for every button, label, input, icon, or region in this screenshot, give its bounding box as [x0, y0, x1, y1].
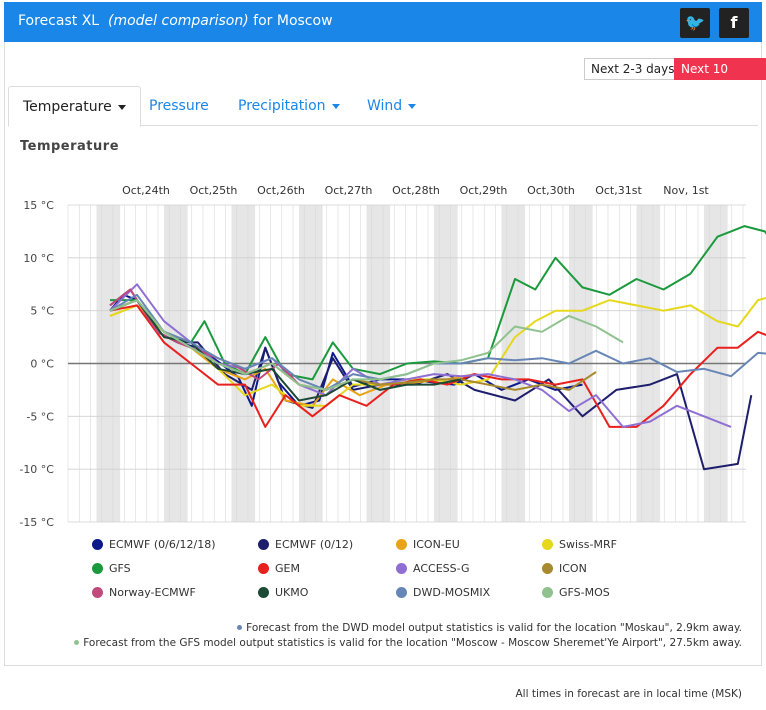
- note-dot-icon: [74, 640, 80, 645]
- y-tick-label: -5 °C: [26, 410, 54, 423]
- legend-item[interactable]: GFS-MOS: [542, 586, 610, 599]
- header-bar: Forecast XL (model comparison) for Mosco…: [4, 2, 762, 42]
- next-2-3-days-button[interactable]: Next 2-3 days: [584, 58, 682, 80]
- timezone-footer: All times in forecast are in local time …: [515, 688, 743, 700]
- legend-label: ECMWF (0/6/12/18): [109, 538, 216, 551]
- legend-label: Norway-ECMWF: [109, 586, 196, 599]
- y-tick-label: -10 °C: [19, 463, 54, 476]
- x-day-label: Oct,26th: [257, 184, 305, 197]
- tab-temperature[interactable]: Temperature: [8, 86, 141, 127]
- y-tick-label: 0 °C: [30, 358, 54, 371]
- legend-item[interactable]: ICON-EU: [396, 538, 460, 551]
- legend-dot-icon: [258, 587, 269, 598]
- legend-label: ACCESS-G: [413, 562, 470, 575]
- legend-dot-icon: [92, 563, 103, 574]
- series-line: [109, 299, 624, 391]
- legend-label: GEM: [275, 562, 300, 575]
- legend-dot-icon: [396, 539, 407, 550]
- legend-item[interactable]: DWD-MOSMIX: [396, 586, 490, 599]
- y-tick-label: 15 °C: [23, 199, 54, 212]
- legend-item[interactable]: UKMO: [258, 586, 308, 599]
- tab-pressure[interactable]: Pressure: [149, 98, 209, 114]
- legend-label: ICON: [559, 562, 587, 575]
- tab-precipitation[interactable]: Precipitation: [238, 86, 340, 126]
- x-day-label: Oct,25th: [190, 184, 238, 197]
- legend-label: GFS: [109, 562, 131, 575]
- legend-dot-icon: [542, 563, 553, 574]
- section-title: Temperature: [20, 139, 120, 154]
- tab-wind[interactable]: Wind: [367, 86, 417, 126]
- legend-label: UKMO: [275, 586, 309, 599]
- chevron-down-icon: [331, 103, 340, 109]
- legend-item[interactable]: ACCESS-G: [396, 562, 470, 575]
- legend-item[interactable]: ECMWF (0/12): [258, 538, 353, 551]
- legend-label: DWD-MOSMIX: [413, 586, 491, 599]
- legend-item[interactable]: ECMWF (0/6/12/18): [92, 538, 216, 551]
- legend-dot-icon: [542, 539, 553, 550]
- legend-label: ECMWF (0/12): [275, 538, 354, 551]
- y-tick-label: 5 °C: [30, 305, 54, 318]
- series-line: [109, 304, 766, 428]
- legend-label: Swiss-MRF: [559, 538, 617, 551]
- legend-item[interactable]: Norway-ECMWF: [92, 586, 196, 599]
- legend-dot-icon: [396, 563, 407, 574]
- legend-item[interactable]: ICON: [542, 562, 587, 575]
- x-day-label: Oct,31st: [595, 184, 642, 197]
- x-day-label: Nov, 1st: [663, 184, 709, 197]
- x-day-label: Oct,30th: [527, 184, 575, 197]
- legend-dot-icon: [542, 587, 553, 598]
- legend-item[interactable]: GEM: [258, 562, 300, 575]
- series-line: [109, 293, 766, 391]
- y-tick-label: -15 °C: [19, 516, 54, 529]
- legend-dot-icon: [258, 563, 269, 574]
- x-day-label: Oct,28th: [392, 184, 440, 197]
- x-day-label: Oct,24th: [122, 184, 170, 197]
- legend-dot-icon: [92, 539, 103, 550]
- legend-item[interactable]: Swiss-MRF: [542, 538, 617, 551]
- y-tick-label: 10 °C: [23, 252, 54, 265]
- note-dot-icon: [237, 625, 243, 630]
- legend-dot-icon: [396, 587, 407, 598]
- x-day-label: Oct,27th: [325, 184, 373, 197]
- dwd-note: Forecast from the DWD model output stati…: [237, 622, 742, 634]
- chevron-down-icon: [408, 103, 417, 109]
- facebook-icon[interactable]: f: [719, 8, 749, 38]
- legend-dot-icon: [258, 539, 269, 550]
- temperature-chart: 15 °C 10 °C 5 °C 0 °C -5 °C -10 °C -15 °C Oct,2…: [19, 184, 766, 529]
- legend-dot-icon: [92, 587, 103, 598]
- x-day-label: Oct,29th: [460, 184, 508, 197]
- legend-label: ICON-EU: [413, 538, 460, 551]
- series-line: [109, 296, 766, 407]
- tab-bar: Temperature Pressure Precipitation Wind: [8, 86, 758, 127]
- gfs-note: Forecast from the GFS model output stati…: [74, 637, 742, 649]
- legend-label: GFS-MOS: [559, 586, 610, 599]
- next-10-days-button[interactable]: Next 10 days: [674, 58, 766, 96]
- chevron-down-icon: [117, 104, 126, 110]
- series-line: [109, 299, 462, 402]
- legend-item[interactable]: GFS: [92, 562, 131, 575]
- twitter-icon[interactable]: 🐦: [680, 8, 710, 38]
- page-title: Forecast XL (model comparison) for Mosco…: [18, 13, 333, 29]
